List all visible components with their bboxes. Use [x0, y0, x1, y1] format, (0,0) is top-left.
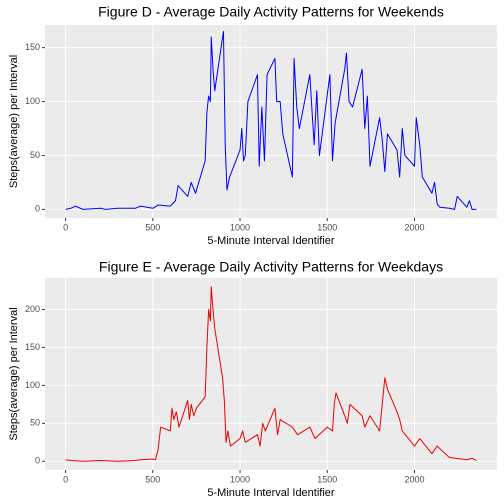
data-line	[65, 30, 477, 210]
y-tick-label: 200	[25, 304, 40, 314]
x-tick-label: 0	[63, 222, 68, 232]
x-tick-label: 500	[145, 474, 160, 484]
x-tick-label: 2000	[404, 222, 424, 232]
y-axis-title: Steps(average) per Interval	[8, 307, 20, 440]
x-tick-label: 2000	[404, 474, 424, 484]
x-tick-label: 1000	[230, 474, 250, 484]
y-tick-label: 0	[35, 204, 40, 214]
y-tick-label: 100	[25, 96, 40, 106]
plot-background	[45, 278, 497, 470]
x-tick-label: 1500	[317, 474, 337, 484]
y-tick-label: 50	[30, 150, 40, 160]
y-tick-label: 50	[30, 418, 40, 428]
x-tick-label: 1500	[317, 222, 337, 232]
x-axis-title: 5-Minute Interval Identifier	[207, 235, 335, 247]
y-tick-label: 150	[25, 42, 40, 52]
x-axis-title: 5-Minute Interval Identifier	[207, 487, 335, 499]
chart-title: Figure D - Average Daily Activity Patter…	[98, 4, 444, 20]
plot-background	[45, 25, 497, 218]
data-line	[65, 286, 477, 462]
y-tick-label: 0	[35, 456, 40, 466]
y-tick-label: 150	[25, 342, 40, 352]
chart-title: Figure E - Average Daily Activity Patter…	[99, 259, 443, 275]
y-axis-title: Steps(average) per Interval	[8, 55, 20, 188]
x-tick-label: 0	[63, 474, 68, 484]
x-tick-label: 500	[145, 222, 160, 232]
y-tick-label: 100	[25, 380, 40, 390]
x-tick-label: 1000	[230, 222, 250, 232]
